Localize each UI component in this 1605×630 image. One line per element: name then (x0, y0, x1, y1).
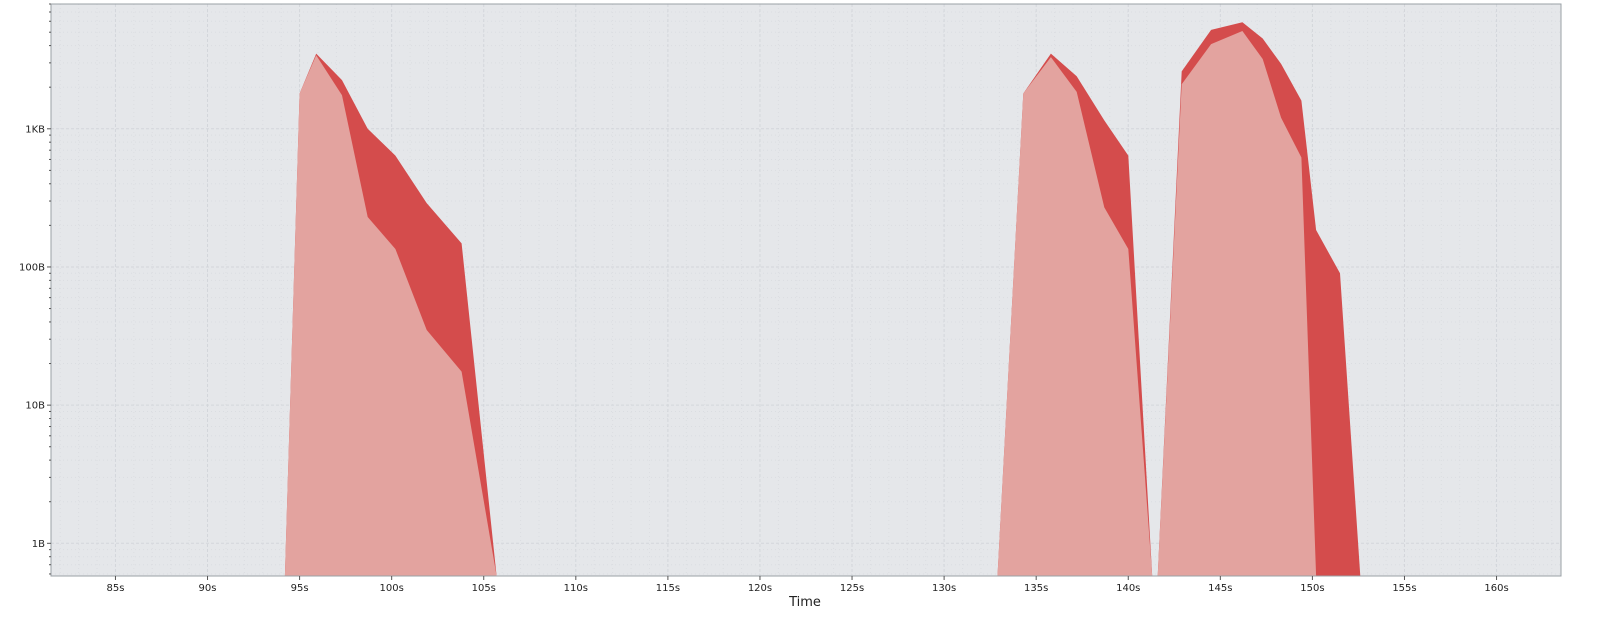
x-axis-title: Time (788, 595, 821, 610)
y-tick-label: 10B (25, 401, 45, 412)
y-tick-label: 1B (32, 539, 45, 550)
x-tick-label: 160s (1484, 583, 1508, 594)
x-tick-label: 130s (932, 583, 956, 594)
x-tick-label: 135s (1024, 583, 1048, 594)
x-tick-label: 95s (291, 583, 309, 594)
plot-frame (50, 3, 1562, 577)
y-tick-label: 100B (19, 262, 45, 273)
y-tick-label: 1KB (25, 124, 45, 135)
series-areas (284, 22, 1361, 577)
x-tick-label: 150s (1300, 583, 1324, 594)
area-series-1-segment-2 (997, 57, 1153, 577)
x-tick-label: 115s (656, 583, 680, 594)
x-tick-label: 145s (1208, 583, 1232, 594)
x-tick-label: 105s (472, 583, 496, 594)
area-series-1-segment-3 (1157, 31, 1317, 576)
x-tick-label: 110s (564, 583, 588, 594)
x-tick-label: 120s (748, 583, 772, 594)
x-tick-label: 90s (199, 583, 217, 594)
area-series-1-segment-1 (284, 55, 497, 577)
x-axis: 85s 90s 95s 100s 105s 110s 115s 120s 125s 130s 135… (106, 576, 1509, 594)
x-tick-label: 85s (106, 583, 124, 594)
x-tick-label: 140s (1116, 583, 1140, 594)
x-tick-label: 155s (1392, 583, 1416, 594)
x-tick-label: 125s (840, 583, 864, 594)
y-axis: 1B 10B 100B 1KB (19, 3, 51, 575)
x-tick-label: 100s (380, 583, 404, 594)
